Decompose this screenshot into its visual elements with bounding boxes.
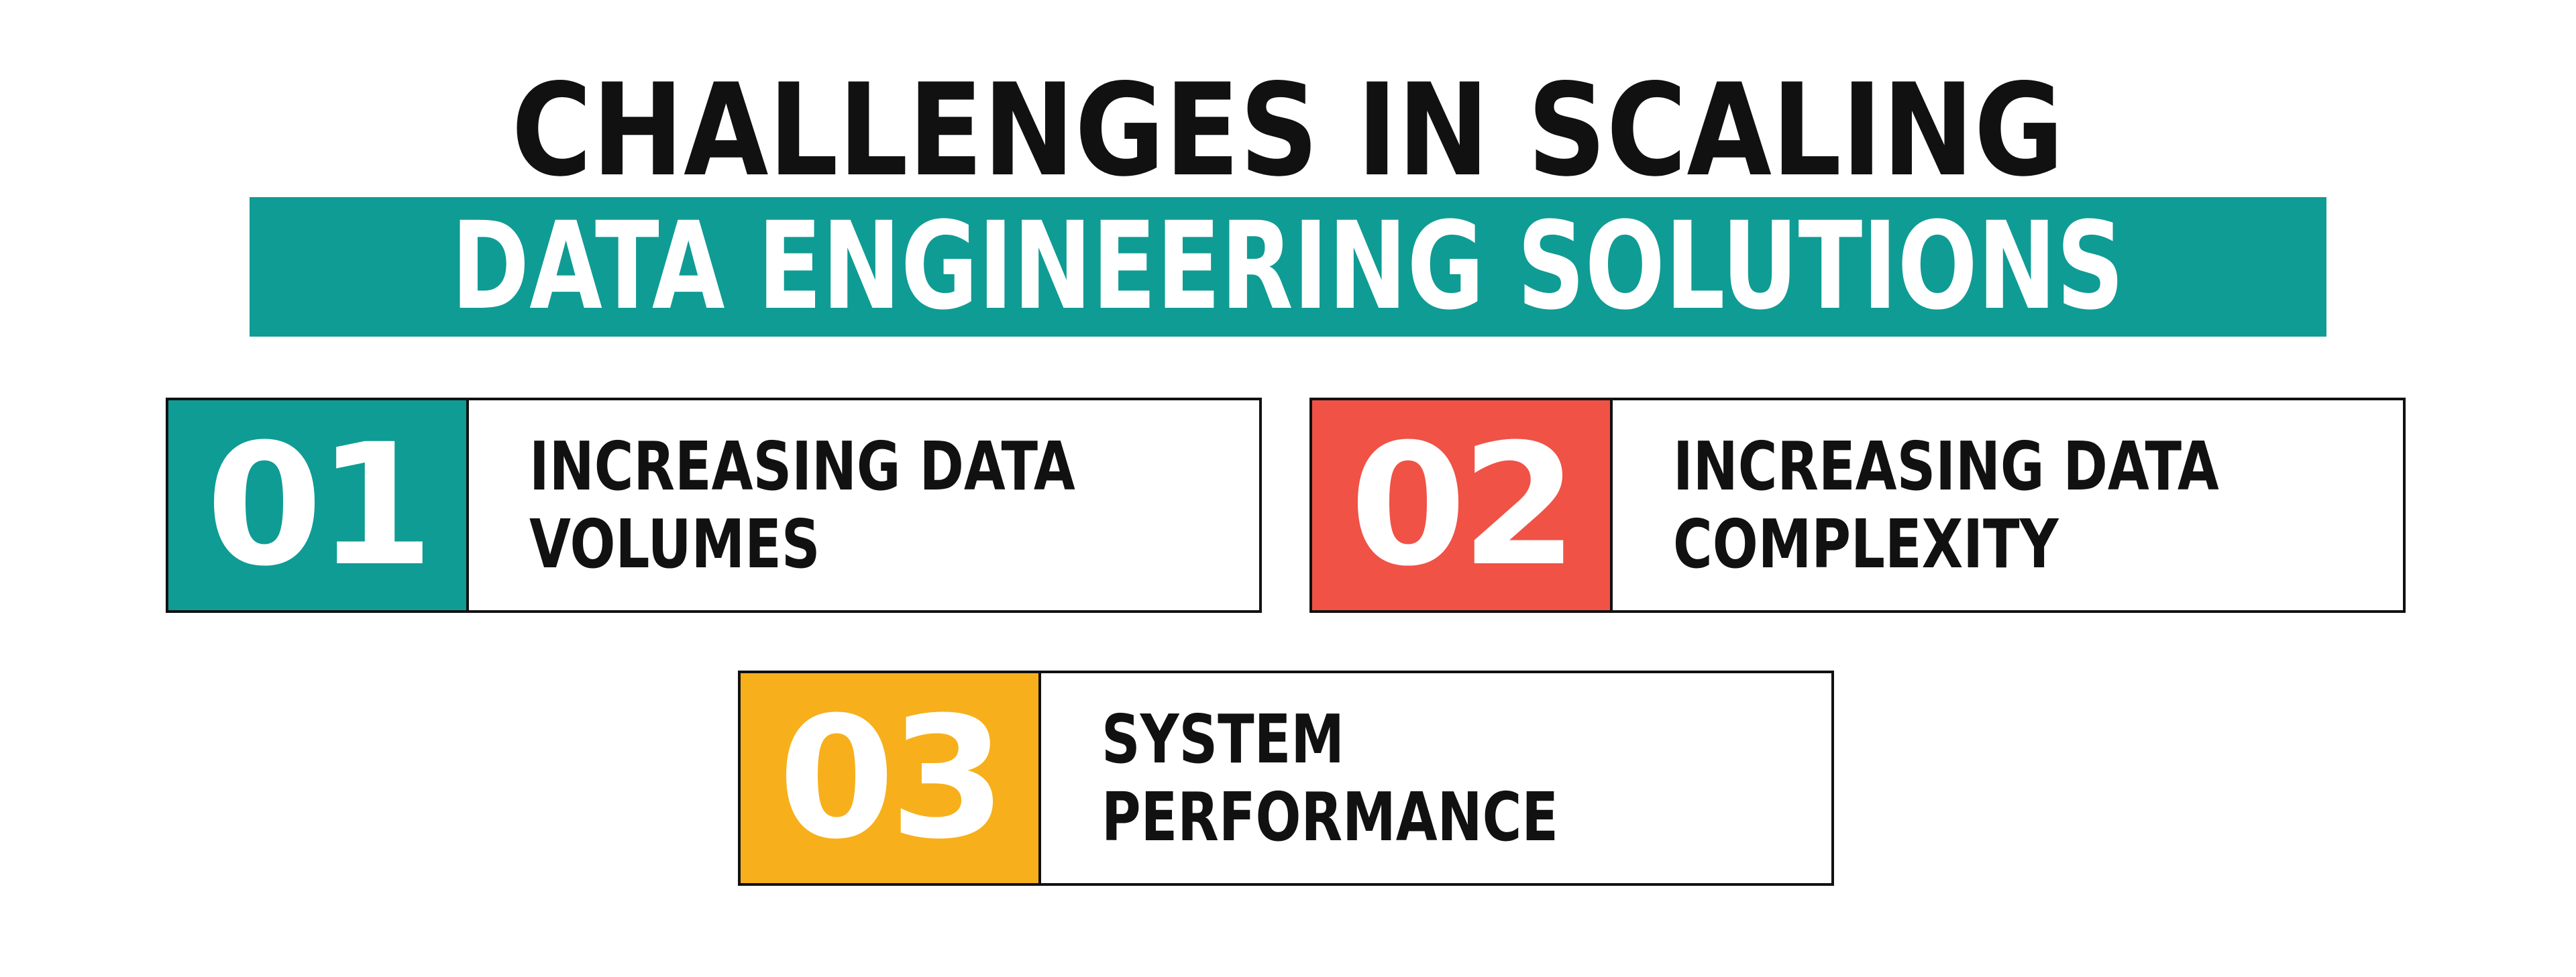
card-title-line-2: COMPLEXITY [1673,504,2059,583]
title-line-2: DATA ENGINEERING SOLUTIONS [451,196,2125,337]
card-number: 01 [168,400,469,610]
title-line-1: CHALLENGES IN SCALING [0,67,2576,194]
card-title-line-1: INCREASING DATA [1673,426,2219,506]
card-title-line-1: INCREASING DATA [529,426,1075,506]
card-title-line-2: PERFORMANCE [1102,777,1558,856]
card-number: 03 [741,673,1041,883]
challenge-card-3: 03 SYSTEM PERFORMANCE [738,671,1834,886]
title-banner: DATA ENGINEERING SOLUTIONS [250,197,2326,337]
challenge-card-2: 02 INCREASING DATA COMPLEXITY [1309,398,2406,613]
card-number: 02 [1312,400,1613,610]
card-title-line-2: VOLUMES [529,504,820,583]
title-line-1-text: CHALLENGES IN SCALING [511,56,2065,205]
card-title-line-1: SYSTEM [1102,699,1344,779]
challenge-card-1: 01 INCREASING DATA VOLUMES [166,398,1262,613]
